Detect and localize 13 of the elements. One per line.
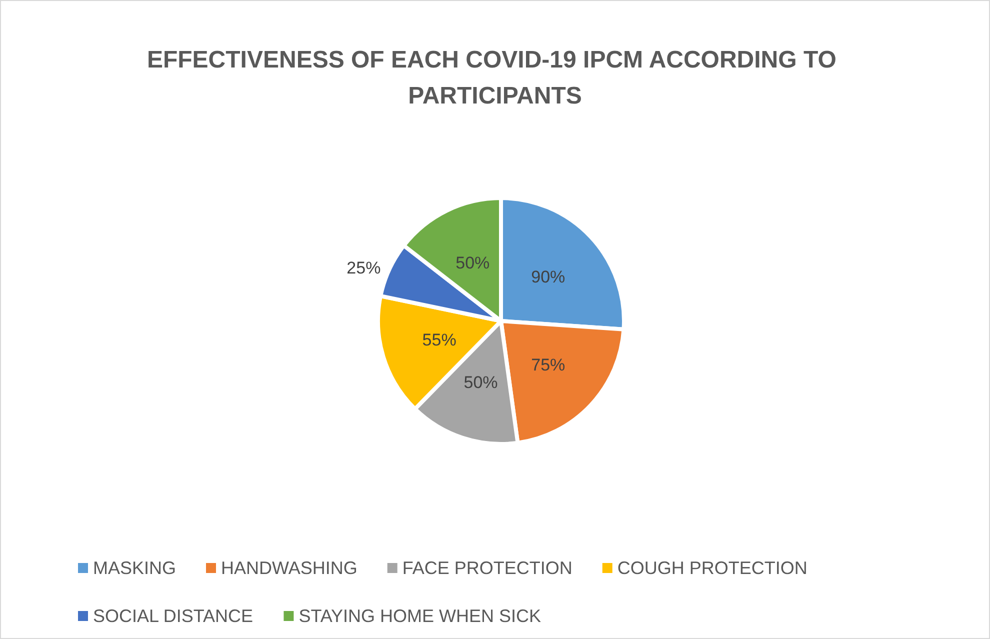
legend-label: MASKING [93, 558, 176, 578]
data-label: 75% [531, 356, 566, 375]
legend-label: COUGH PROTECTION [617, 558, 808, 578]
legend-label: FACE PROTECTION [402, 558, 572, 578]
chart-title: EFFECTIVENESS OF EACH COVID-19 IPCM ACCORDING TO PARTICIPANTS [146, 46, 844, 110]
legend-label: SOCIAL DISTANCE [93, 606, 254, 626]
data-label: 25% [346, 258, 381, 278]
legend-label: STAYING HOME WHEN SICK [298, 606, 542, 626]
data-label: 90% [531, 267, 566, 286]
data-label: 50% [464, 372, 498, 392]
legend-label: HANDWASHING [221, 558, 358, 578]
data-label: 55% [422, 330, 456, 350]
data-label: 50% [456, 254, 490, 273]
